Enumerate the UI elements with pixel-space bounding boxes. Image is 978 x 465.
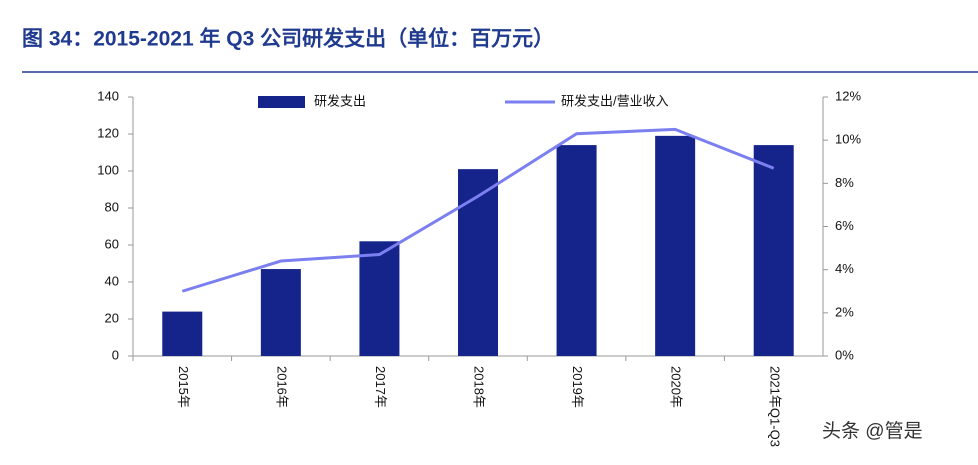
y2-tick-label: 8% xyxy=(835,175,854,190)
y2-tick-label: 0% xyxy=(835,347,854,362)
y-tick-label: 60 xyxy=(105,236,119,251)
y2-tick-label: 12% xyxy=(835,88,861,103)
bar xyxy=(458,169,498,356)
bar xyxy=(556,145,597,356)
y-tick-label: 40 xyxy=(105,273,119,288)
y2-tick-label: 4% xyxy=(835,261,854,276)
watermark: 头条 @管是 xyxy=(822,420,923,442)
x-tick-label: 2020年 xyxy=(669,366,684,408)
x-tick-label: 2021年Q1-Q3 xyxy=(767,366,782,447)
y-tick-label: 80 xyxy=(105,199,119,214)
y-tick-label: 20 xyxy=(105,310,119,325)
bar xyxy=(655,135,696,356)
x-tick-label: 2019年 xyxy=(570,366,585,408)
legend-swatch xyxy=(258,96,305,108)
bar xyxy=(260,269,301,356)
line xyxy=(181,127,775,293)
y-tick-label: 140 xyxy=(97,88,119,103)
y2-tick-label: 2% xyxy=(835,304,854,319)
legend-label: 研发支出/营业收入 xyxy=(561,93,669,108)
x-tick-label: 2018年 xyxy=(472,366,487,408)
y-tick-label: 120 xyxy=(97,125,119,140)
y2-tick-label: 6% xyxy=(835,218,854,233)
bar xyxy=(753,145,794,356)
legend-label: 研发支出 xyxy=(314,93,366,108)
bar xyxy=(162,311,203,356)
y-tick-label: 100 xyxy=(97,162,119,177)
bar xyxy=(359,241,400,356)
x-tick-label: 2015年 xyxy=(176,366,191,408)
chart-title: 图 34：2015-2021 年 Q3 公司研发支出（单位：百万元） xyxy=(22,27,554,51)
x-tick-label: 2016年 xyxy=(274,366,289,408)
x-tick-label: 2017年 xyxy=(373,366,388,408)
y-tick-label: 0 xyxy=(112,347,119,362)
y2-tick-label: 10% xyxy=(835,132,861,147)
